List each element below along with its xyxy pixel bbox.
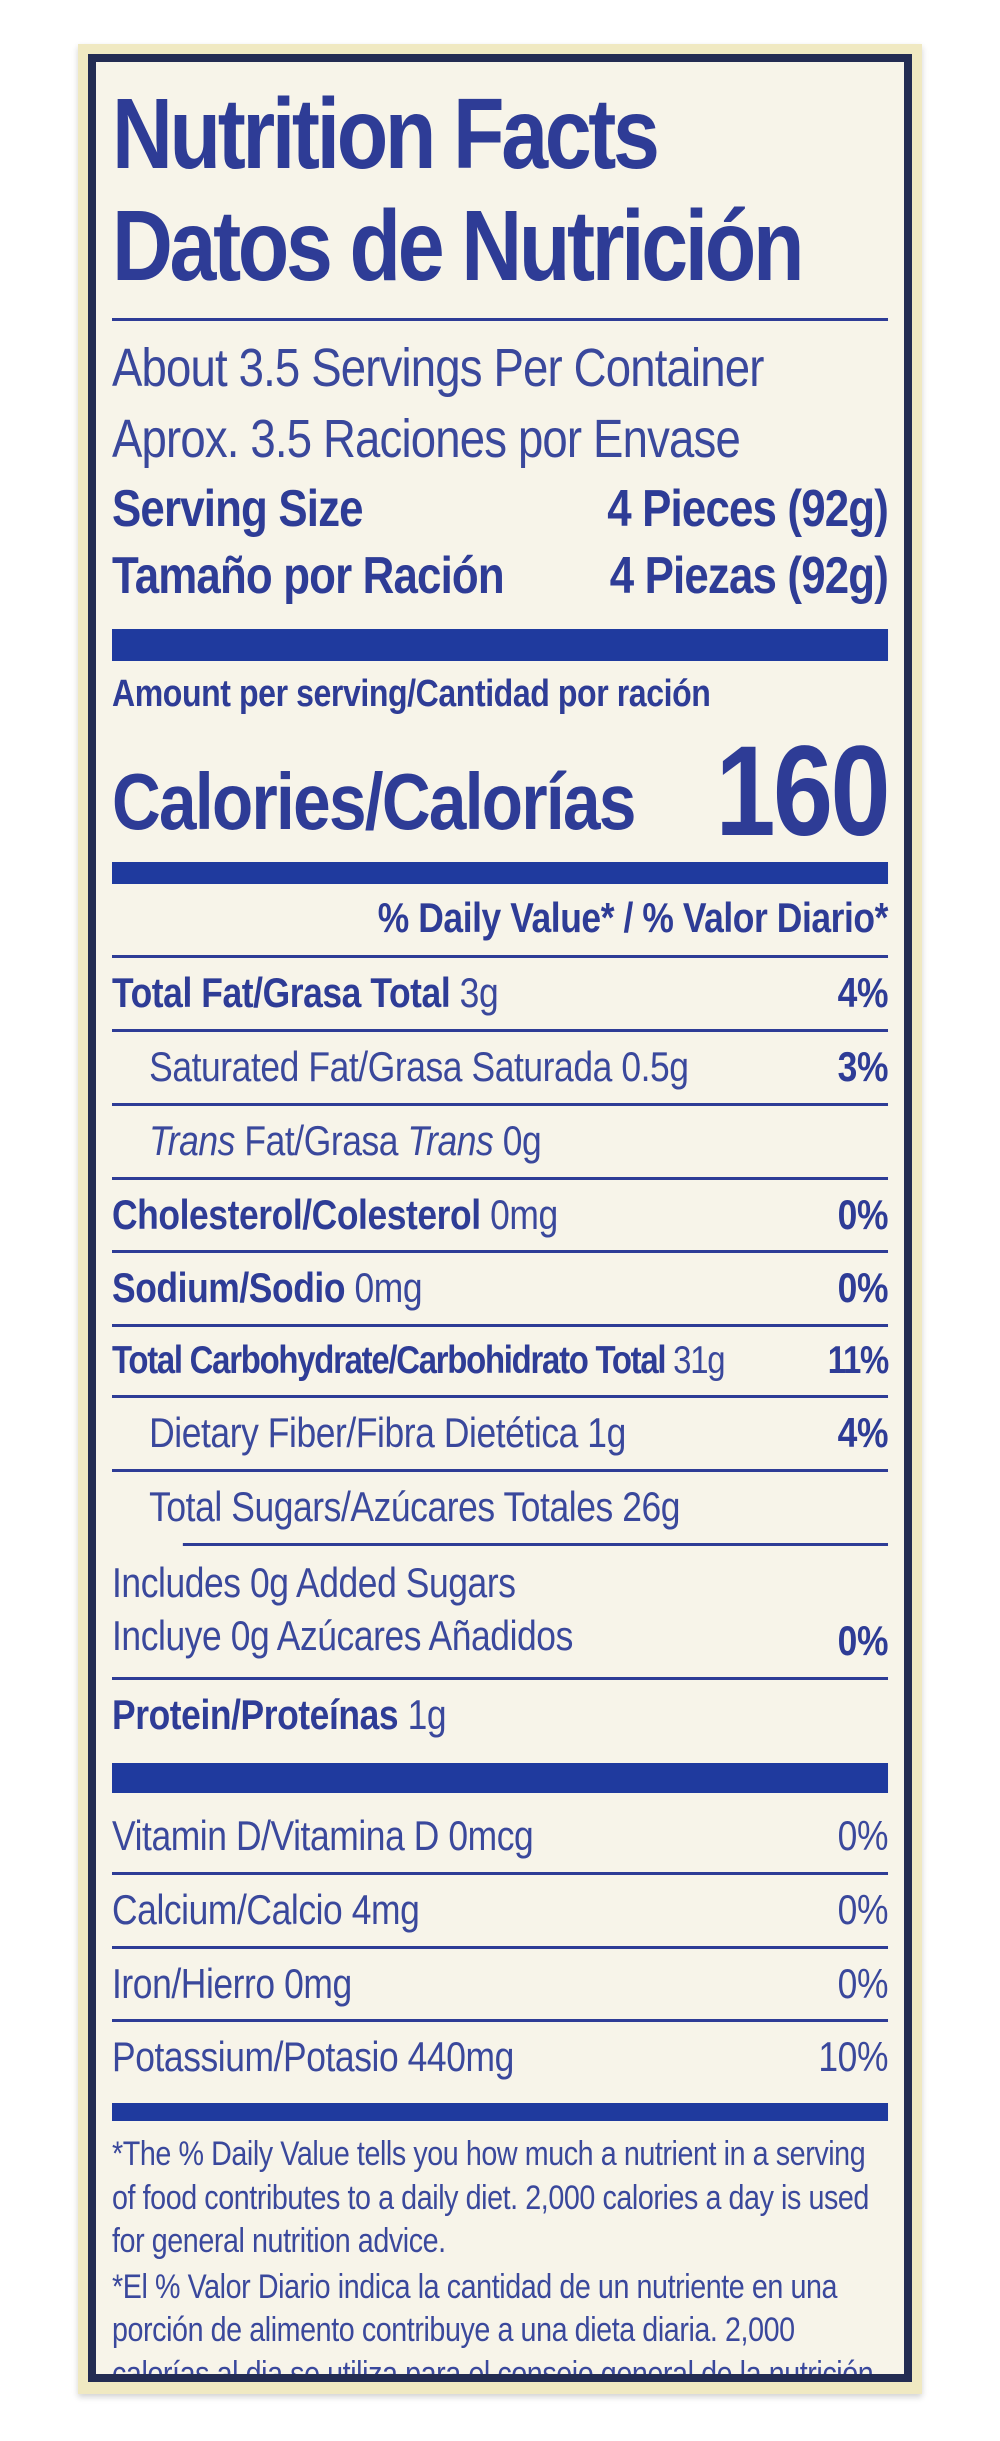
daily-value-percent: 0% [837,1617,889,1665]
title-english: Nutrition Facts [112,78,660,190]
nutrient-row-total-sugars: Total Sugars/Azúcares Totales 26g [112,1472,888,1543]
label-border-box: Nutrition Facts Datos de Nutrición About… [88,54,912,2382]
divider [112,1468,889,1472]
divider [112,1871,889,1875]
divider [112,1395,889,1398]
thick-separator-bar [112,628,889,661]
nutrient-name: Iron/Hierro 0mg [112,1959,352,2007]
nutrient-name: Total Carbohydrate/Carbohidrato Total [112,1339,667,1383]
nutrient-name: Potassium/Potasio 440mg [112,2033,514,2081]
nutrient-amount: 1g [398,1691,447,1739]
daily-value-percent: 0% [837,1885,889,1933]
nutrient-name: Fat/Grasa [234,1116,408,1164]
nutrient-row-saturated-fat: Saturated Fat/Grasa Saturada 0.5g 3% [112,1032,888,1103]
nutrient-row-vitamin-d: Vitamin D/Vitamina D 0mcg 0% [112,1801,888,1872]
divider [112,1176,889,1180]
nutrient-name: Total Fat/Grasa Total [112,969,451,1017]
nutrient-row-dietary-fiber: Dietary Fiber/Fibra Dietética 1g 4% [112,1398,888,1469]
nutrient-row-calcium: Calcium/Calcio 4mg 0% [112,1875,888,1946]
calories-label: Calories/Calorías [112,757,636,847]
nutrient-row-iron: Iron/Hierro 0mg 0% [112,1949,888,2020]
serving-size-value-es: 4 Piezas (92g) [609,547,889,606]
nutrient-row-total-carbohydrate: Total Carbohydrate/Carbohidrato Total 31… [112,1327,890,1395]
daily-value-percent: 10% [818,2033,889,2081]
serving-size-label-es: Tamaño por Ración [112,547,505,606]
divider-under-title [112,318,889,321]
divider [112,1945,889,1949]
nutrient-row-trans-fat: Trans Fat/Grasa Trans 0g [112,1106,888,1177]
serving-size-row-es: Tamaño por Ración 4 Piezas (92g) [112,543,889,611]
nutrient-name: Vitamin D/Vitamina D 0mcg [112,1811,534,1859]
nutrient-name: Cholesterol/Colesterol [112,1190,481,1238]
nutrient-name: Saturated Fat/Grasa Saturada 0.5g [149,1042,689,1090]
daily-value-percent: 0% [837,1959,889,2007]
amount-per-serving: Amount per serving/Cantidad por ración [112,672,711,715]
trans-word: Trans [149,1116,235,1164]
daily-value-percent: 0% [837,1811,889,1859]
calories-value: 160 [715,719,890,863]
nutrient-amount: 0mg [480,1190,558,1238]
divider [112,955,889,959]
label-content: Nutrition Facts Datos de Nutrición About… [112,78,891,2382]
nutrient-amount: 0g [493,1116,542,1164]
nutrient-name: Sodium/Sodio [112,1264,346,1312]
divider [112,1028,889,1032]
trans-word: Trans [407,1116,494,1164]
added-sugars-line-es: Incluye 0g Azúcares Añadidos [112,1612,573,1660]
nutrient-row-protein: Protein/Proteínas 1g [112,1680,888,1751]
divider [112,1250,889,1254]
daily-value-percent: 4% [837,969,889,1017]
daily-value-percent: 0% [837,1264,889,1312]
nutrient-amount: 3g [450,969,499,1017]
servings-block: About 3.5 Servings Per Container Aprox. … [112,333,888,476]
serving-size-label-en: Serving Size [112,479,364,538]
thick-separator-bar [112,862,889,885]
nutrient-row-added-sugars: Includes 0g Added Sugars Incluye 0g Azúc… [112,1546,888,1678]
added-sugars-line-en: Includes 0g Added Sugars [112,1558,516,1606]
daily-value-percent: 0% [837,1190,889,1238]
title-spanish: Datos de Nutrición [112,190,804,302]
serving-size-row-en: Serving Size 4 Pieces (92g) [112,476,889,544]
daily-value-percent: 11% [827,1339,890,1383]
footnote-english: *The % Daily Value tells you how much a … [112,2135,869,2261]
nutrient-name: Dietary Fiber/Fibra Dietética 1g [149,1409,626,1456]
nutrient-amount: 0mg [345,1264,423,1312]
serving-size-value-en: 4 Pieces (92g) [607,479,889,538]
nutrient-amount: 31g [665,1339,725,1383]
nutrient-row-sodium: Sodium/Sodio 0mg 0% [112,1253,888,1324]
nutrient-row-potassium: Potassium/Potasio 440mg 10% [112,2022,888,2093]
nutrition-label: Nutrition Facts Datos de Nutrición About… [78,44,922,2394]
thick-separator-bar [112,2103,889,2122]
nutrient-name: Protein/Proteínas [112,1691,399,1739]
thick-separator-bar [112,1762,889,1793]
divider [112,1324,889,1328]
calories-row: Calories/Calorías 160 [112,716,891,863]
nutrient-row-cholesterol: Cholesterol/Colesterol 0mg 0% [112,1180,888,1251]
divider [112,1102,889,1106]
nutrient-row-total-fat: Total Fat/Grasa Total 3g 4% [112,958,888,1029]
servings-per-container-es: Aprox. 3.5 Raciones por Envase [112,409,741,470]
divider [112,1677,889,1681]
servings-per-container-en: About 3.5 Servings Per Container [112,338,764,398]
daily-value-percent: 4% [837,1409,889,1456]
nutrient-name: Total Sugars/Azúcares Totales 26g [149,1482,681,1530]
daily-value-header: % Daily Value* / % Valor Diario* [377,894,889,942]
nutrient-name: Calcium/Calcio 4mg [112,1885,420,1933]
footnote-spanish: *El % Valor Diario indica la cantidad de… [112,2267,881,2382]
divider-indented [182,1542,889,1546]
daily-value-percent: 3% [837,1042,889,1090]
divider [112,2019,889,2023]
